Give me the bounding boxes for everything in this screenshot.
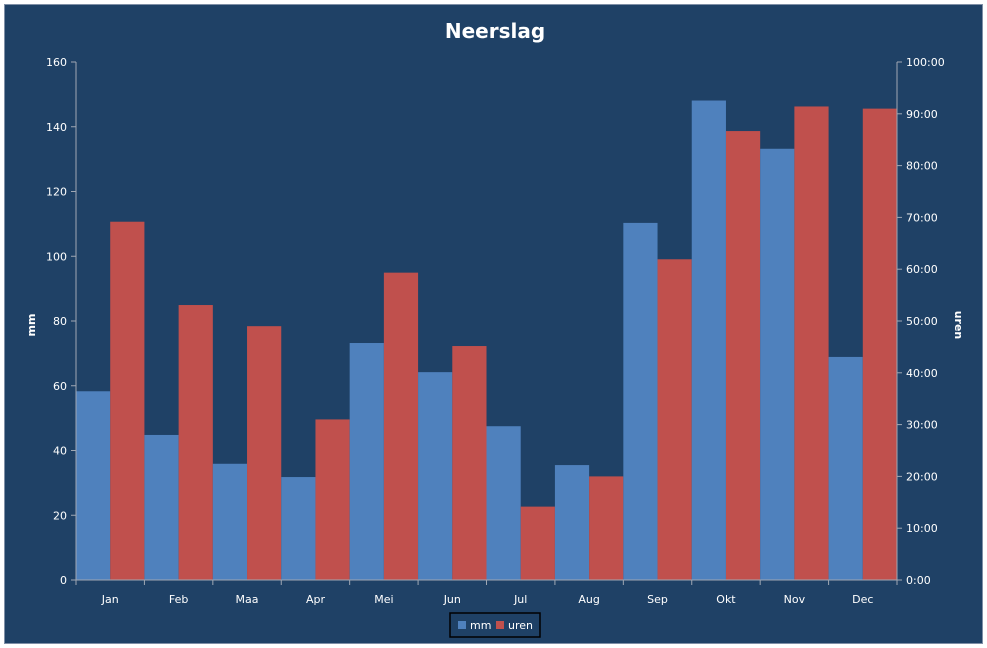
x-tick-label: Maa xyxy=(236,593,259,606)
bar-uren-apr xyxy=(315,419,350,580)
y-tick-label: 100 xyxy=(46,250,67,263)
y2-tick-label: 10:00 xyxy=(906,522,938,535)
plot-area: 0 20 40 60 80 100 120 140 160 0:00 10:00 20:00 30:00… xyxy=(46,56,945,606)
bar-mm-aug xyxy=(554,465,590,580)
y2-tick-label: 90:00 xyxy=(906,108,938,121)
bar-uren-okt xyxy=(725,131,761,581)
y2-tick-label: 70:00 xyxy=(906,211,938,224)
y2-tick-label: 100:00 xyxy=(906,56,945,69)
y2-axis-title: uren xyxy=(952,311,965,340)
y-tick-label: 80 xyxy=(53,315,67,328)
bar-mm-jan xyxy=(76,391,111,580)
legend-swatch-mm xyxy=(458,621,466,629)
bar-uren-aug xyxy=(589,476,624,580)
y2-tick-label: 80:00 xyxy=(906,160,938,173)
x-tick-label: Jun xyxy=(443,593,461,606)
y-tick-label: 120 xyxy=(46,186,67,199)
chart-frame: Neerslag mm uren 0 20 40 60 80 100 120 140 160 0:… xyxy=(4,4,983,644)
y-tick-label: 140 xyxy=(46,121,67,134)
x-tick-label: Mei xyxy=(374,593,393,606)
x-tick-label: Aug xyxy=(578,593,599,606)
bar-uren-jun xyxy=(452,346,487,580)
x-tick-label: Jan xyxy=(101,593,119,606)
y2-tick-label: 30:00 xyxy=(906,419,938,432)
y2-tick-label: 0:00 xyxy=(906,574,931,587)
bar-mm-apr xyxy=(281,477,316,580)
y-tick-label: 160 xyxy=(46,56,67,69)
bar-mm-sep xyxy=(623,222,658,580)
bar-uren-nov xyxy=(794,106,829,580)
y-tick-label: 0 xyxy=(60,574,67,587)
y2-tick-label: 40:00 xyxy=(906,367,938,380)
chart-canvas: Neerslag mm uren 0 20 40 60 80 100 120 140 160 0:… xyxy=(25,19,965,638)
bar-uren-dec xyxy=(862,108,897,581)
bar-uren-jul xyxy=(520,506,555,580)
chart-title: Neerslag xyxy=(445,19,545,43)
y-tick-label: 20 xyxy=(53,509,67,522)
y2-tick-label: 50:00 xyxy=(906,315,938,328)
bar-uren-feb xyxy=(178,305,213,580)
x-tick-label: Jul xyxy=(513,593,527,606)
bar-mm-mei xyxy=(349,343,384,580)
bar-uren-maa xyxy=(247,326,282,580)
bar-uren-jan xyxy=(110,221,145,580)
bar-mm-maa xyxy=(212,463,248,580)
x-tick-label: Nov xyxy=(784,593,806,606)
legend-swatch-uren xyxy=(496,621,504,629)
bar-uren-sep xyxy=(657,259,692,580)
y-tick-label: 60 xyxy=(53,380,67,393)
x-tick-label: Apr xyxy=(306,593,326,606)
y-axis-title: mm xyxy=(25,314,38,337)
bar-mm-jul xyxy=(486,426,521,580)
bar-mm-dec xyxy=(828,356,863,580)
legend-label-uren: uren xyxy=(508,619,533,632)
x-tick-label: Dec xyxy=(852,593,873,606)
x-tick-label: Okt xyxy=(716,593,736,606)
legend: mm uren xyxy=(449,612,541,638)
bar-uren-mei xyxy=(383,272,419,580)
bar-mm-nov xyxy=(760,148,795,580)
y2-tick-label: 60:00 xyxy=(906,263,938,276)
bar-mm-jun xyxy=(418,372,453,580)
x-tick-label: Feb xyxy=(169,593,188,606)
y-tick-label: 40 xyxy=(53,445,67,458)
x-tick-label: Sep xyxy=(647,593,668,606)
bar-mm-feb xyxy=(144,434,179,580)
y2-tick-label: 20:00 xyxy=(906,470,938,483)
bar-mm-okt xyxy=(691,100,726,581)
legend-label-mm: mm xyxy=(470,619,491,632)
